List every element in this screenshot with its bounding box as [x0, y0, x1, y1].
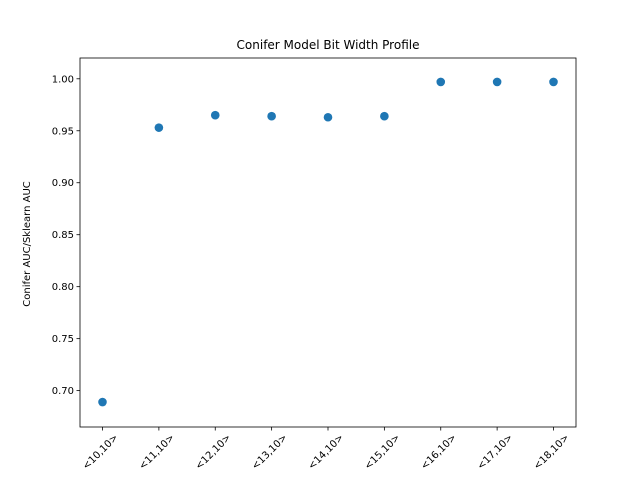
data-point	[210, 110, 220, 120]
data-point	[154, 123, 164, 132]
data-point	[323, 112, 333, 122]
y-tick-label: 1.00	[52, 74, 74, 85]
x-tick-label: <12,10>	[194, 432, 234, 472]
data-points	[98, 77, 558, 407]
y-tick-label: 0.75	[52, 334, 74, 345]
chart-title: Conifer Model Bit Width Profile	[237, 38, 420, 52]
x-tick-label: <17,10>	[475, 432, 515, 472]
y-tick-label: 0.85	[52, 230, 74, 241]
x-tick-label: <14,10>	[306, 432, 346, 472]
data-point	[492, 77, 502, 87]
x-tick-label: <15,10>	[363, 432, 403, 472]
x-tick-label: <13,10>	[250, 432, 290, 472]
x-tick-label: <16,10>	[419, 432, 459, 472]
y-ticks: 0.70 0.75 0.80 0.85 0.90 0.95 1.00	[52, 74, 80, 397]
data-point	[380, 111, 389, 121]
y-tick-label: 0.90	[52, 178, 74, 189]
x-ticks: <10,10> <11,10> <12,10> <13,10> <14,10> <15,1…	[81, 427, 572, 472]
x-tick-label: <11,10>	[137, 432, 177, 472]
data-point	[267, 111, 276, 121]
x-tick-label: <18,10>	[532, 432, 572, 472]
y-tick-label: 0.95	[52, 126, 74, 137]
data-point	[98, 397, 107, 407]
data-point	[549, 77, 558, 87]
y-tick-label: 0.70	[52, 386, 74, 397]
y-axis-label: Conifer AUC/Sklearn AUC	[22, 181, 33, 307]
x-tick-label: <10,10>	[81, 432, 121, 472]
y-tick-label: 0.80	[52, 282, 74, 293]
data-point	[436, 77, 446, 87]
